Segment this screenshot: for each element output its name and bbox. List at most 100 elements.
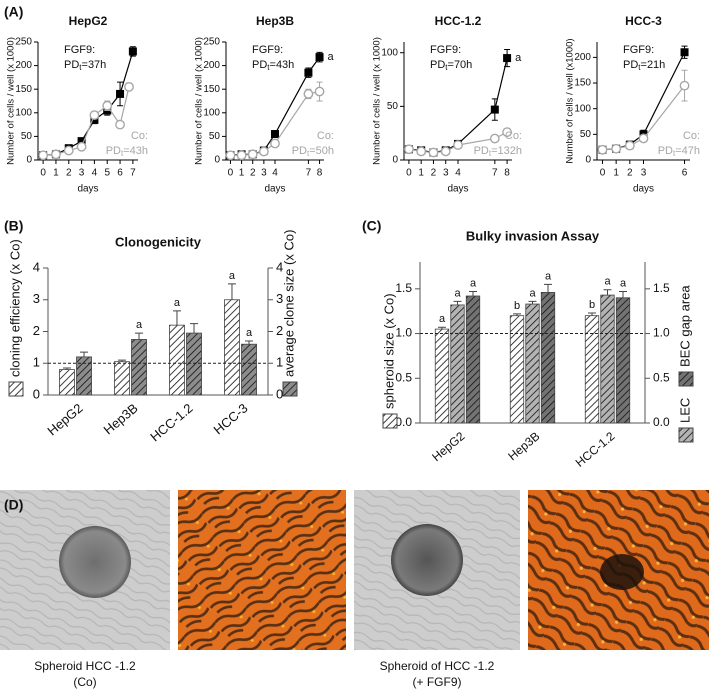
pd-value: =50h bbox=[309, 145, 334, 157]
significance-label: b bbox=[514, 300, 520, 312]
marker bbox=[315, 53, 324, 62]
marker bbox=[314, 86, 325, 97]
significance-label: a bbox=[545, 270, 552, 282]
bar bbox=[76, 356, 92, 396]
annotation: PDt=37h bbox=[64, 59, 106, 72]
significance-label: a bbox=[136, 319, 143, 331]
x-tick-label: 0 bbox=[40, 168, 46, 179]
y2-tick-label: 1.0 bbox=[653, 326, 670, 340]
marker bbox=[680, 48, 689, 57]
error-bar bbox=[80, 351, 89, 357]
annotation: Co: bbox=[131, 130, 148, 142]
marker bbox=[271, 130, 279, 139]
chart-title: Bulky invasion Assay bbox=[466, 228, 600, 243]
marker bbox=[624, 140, 635, 151]
error-bar bbox=[528, 300, 537, 305]
x-tick-label: HCC-1.2 bbox=[147, 400, 195, 444]
x-tick-label: 6 bbox=[117, 168, 123, 179]
x-tick-label: 7 bbox=[492, 168, 498, 179]
pd-subscript: t bbox=[121, 149, 124, 158]
y-tick-label: 200 bbox=[574, 52, 591, 63]
bar bbox=[600, 294, 615, 424]
marker bbox=[124, 81, 134, 92]
significance-label: a bbox=[229, 270, 236, 282]
pd-value: =132h bbox=[491, 145, 522, 157]
y-tick-label: 100 bbox=[203, 107, 220, 118]
chart-title: Hep3B bbox=[256, 14, 294, 28]
y-tick-label: 4 bbox=[33, 259, 40, 274]
marker bbox=[89, 110, 100, 121]
y-tick-label: 2 bbox=[33, 323, 40, 338]
x-tick-label: 4 bbox=[272, 168, 278, 179]
y-tick-label: 150 bbox=[203, 84, 220, 95]
y-tick-label: 250 bbox=[203, 37, 220, 48]
annotation: Co: bbox=[317, 130, 334, 142]
y-axis-label: Number of cells / well (x 1000) bbox=[194, 37, 205, 165]
photo-caption: (+ FGF9) bbox=[412, 675, 461, 689]
bar bbox=[59, 369, 75, 396]
significance-label: b bbox=[589, 299, 595, 311]
chart-title: Clonogenicity bbox=[115, 234, 202, 249]
error-bar bbox=[135, 332, 144, 340]
axis-label: average clone size (x Co) bbox=[281, 230, 296, 377]
y-tick-label: 50 bbox=[387, 101, 399, 112]
annotation: Co: bbox=[683, 130, 700, 142]
axis-label: LEC bbox=[677, 398, 692, 423]
marker bbox=[440, 146, 451, 157]
x-tick-label: 1 bbox=[613, 168, 619, 179]
x-tick-label: 0 bbox=[600, 168, 606, 179]
annotation: FGF9: bbox=[623, 44, 654, 56]
y2-tick-label: 1 bbox=[276, 355, 283, 370]
chart-title: HCC-1.2 bbox=[435, 14, 482, 28]
significance-label: a bbox=[246, 327, 253, 339]
x-tick-label: 1 bbox=[53, 168, 59, 179]
marker bbox=[303, 89, 314, 99]
error-bar bbox=[227, 283, 236, 300]
marker bbox=[638, 133, 649, 144]
bar bbox=[465, 295, 481, 424]
x-tick-label: 2 bbox=[250, 168, 256, 179]
error-bar bbox=[588, 312, 596, 316]
marker bbox=[304, 68, 313, 77]
x-tick-label: 2 bbox=[627, 168, 633, 179]
significance-label: a bbox=[439, 313, 446, 325]
pd-value: =43h bbox=[123, 145, 148, 157]
x-tick-label: HepG2 bbox=[44, 400, 85, 438]
bar bbox=[114, 361, 130, 396]
marker bbox=[404, 144, 414, 155]
y-tick-label: 200 bbox=[203, 60, 220, 71]
pd-label: PD bbox=[64, 59, 79, 71]
bar bbox=[615, 297, 631, 424]
axis-label: cloning efficiency (x Co) bbox=[7, 239, 22, 377]
legend-swatch bbox=[282, 381, 298, 397]
error-bar bbox=[619, 291, 627, 298]
marker bbox=[115, 119, 125, 130]
x-tick-label: 3 bbox=[641, 168, 647, 179]
x-tick-label: 1 bbox=[239, 168, 245, 179]
bar bbox=[509, 315, 525, 424]
error-bar bbox=[117, 359, 126, 362]
x-axis-label: days bbox=[447, 184, 468, 195]
y-tick-label: 0 bbox=[26, 155, 32, 166]
x-tick-label: 0 bbox=[228, 168, 234, 179]
pd-value: =37h bbox=[82, 59, 107, 71]
photo-invasion-co bbox=[178, 490, 346, 650]
y2-tick-label: 1.5 bbox=[653, 281, 670, 295]
y2-tick-label: 4 bbox=[276, 259, 283, 274]
annotation: PDt=21h bbox=[623, 59, 665, 72]
x-tick-label: 3 bbox=[443, 168, 449, 179]
significance-label: a bbox=[604, 276, 611, 288]
marker bbox=[503, 54, 512, 63]
panel-label: (A) bbox=[4, 4, 23, 20]
pd-subscript: t bbox=[79, 63, 82, 72]
marker bbox=[453, 140, 463, 150]
annotation: PDt=43h bbox=[252, 59, 294, 72]
panel-label: (B) bbox=[4, 218, 23, 234]
significance-label: a bbox=[454, 287, 461, 299]
x-tick-label: Hep3B bbox=[101, 400, 141, 437]
bar bbox=[186, 332, 202, 396]
x-tick-label: 4 bbox=[92, 168, 98, 179]
marker bbox=[502, 127, 512, 138]
marker bbox=[270, 138, 280, 149]
